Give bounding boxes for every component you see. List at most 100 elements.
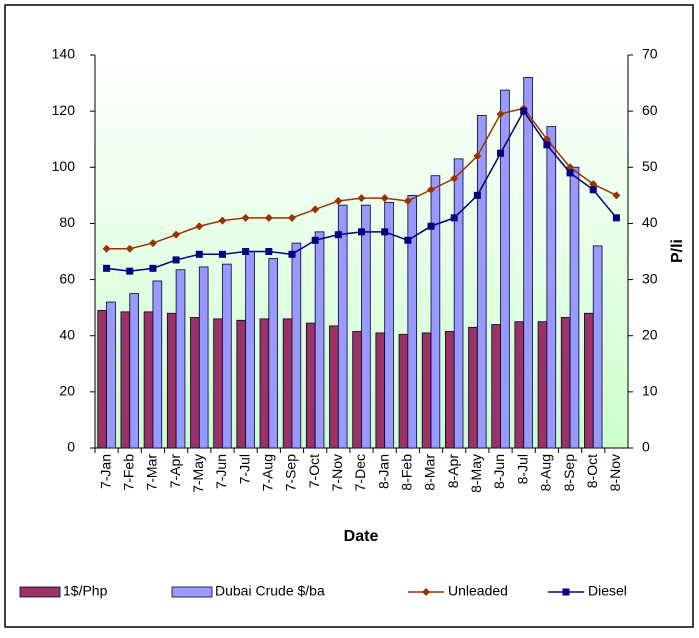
- legend-swatch: [171, 586, 213, 598]
- marker: [311, 205, 320, 214]
- x-tick-label: 7-Dec: [352, 454, 368, 491]
- y-tick-label: 120: [52, 102, 76, 118]
- legend-marker: [422, 588, 430, 596]
- bar: [166, 312, 177, 449]
- bar: [398, 333, 409, 449]
- marker: [195, 222, 204, 231]
- bar: [491, 324, 501, 449]
- marker: [195, 250, 203, 258]
- marker: [358, 228, 365, 236]
- x-tick-label: 7-Mar: [144, 454, 160, 491]
- legend-label: Unleaded: [448, 583, 508, 599]
- marker: [450, 214, 458, 222]
- y2-tick-label: 70: [642, 46, 658, 62]
- bar: [584, 312, 594, 449]
- x-tick-label: 7-Feb: [120, 454, 136, 491]
- bar: [546, 126, 557, 449]
- bar: [375, 332, 386, 449]
- marker: [241, 213, 250, 222]
- x-tick-label: 8-Oct: [584, 454, 600, 488]
- marker: [566, 169, 574, 177]
- marker: [126, 267, 134, 275]
- y-tick-label: 40: [59, 326, 75, 342]
- x-tick-label: 7-Jul: [236, 454, 252, 484]
- marker: [473, 152, 482, 161]
- x-tick-label: 8-May: [468, 454, 484, 493]
- x-tick-label: 8-Feb: [399, 454, 415, 491]
- x-tick-label: 7-Oct: [306, 454, 322, 488]
- y2-tick-label: 50: [642, 158, 658, 174]
- bar: [97, 310, 107, 449]
- bar: [291, 242, 302, 449]
- bar: [569, 166, 580, 449]
- x-tick-label: 7-May: [190, 454, 206, 493]
- y2-tick-label: 60: [642, 102, 658, 118]
- bar: [259, 318, 270, 449]
- bar: [190, 317, 200, 449]
- x-tick-label: 7-Jan: [97, 454, 113, 489]
- bar: [523, 77, 533, 449]
- x-tick-label: 8-Jun: [491, 454, 507, 489]
- y-tick-label: 80: [59, 214, 75, 230]
- bar: [384, 201, 394, 449]
- marker: [103, 264, 111, 272]
- x-tick-label: 8-Apr: [445, 454, 461, 489]
- marker: [125, 244, 134, 253]
- y2-tick-label: 30: [642, 270, 658, 286]
- bar: [476, 114, 487, 449]
- marker: [612, 191, 621, 200]
- bar: [106, 301, 116, 449]
- bar: [560, 317, 571, 449]
- bar: [329, 325, 339, 449]
- y-tick-label: 140: [52, 46, 76, 62]
- bar: [152, 280, 163, 449]
- marker: [404, 236, 412, 244]
- bar: [129, 293, 139, 449]
- x-tick-label: 8-Jul: [514, 454, 530, 484]
- x-tick-label: 8-Aug: [538, 454, 554, 491]
- marker: [218, 216, 227, 225]
- marker: [612, 214, 620, 222]
- marker: [566, 163, 575, 172]
- marker: [288, 250, 296, 258]
- bar: [213, 318, 223, 449]
- bar: [500, 89, 510, 449]
- bar: [468, 326, 478, 449]
- bar: [120, 311, 131, 449]
- marker: [473, 191, 481, 199]
- x-tick-label: 7-Nov: [329, 454, 345, 491]
- bar: [245, 251, 255, 449]
- marker: [264, 213, 273, 222]
- marker: [242, 248, 250, 255]
- x-axis-title: Date: [344, 528, 379, 545]
- y2-tick-label: 0: [642, 439, 650, 455]
- bar: [537, 321, 548, 449]
- legend-marker: [562, 588, 570, 596]
- marker: [311, 236, 319, 244]
- y-tick-label: 60: [59, 270, 75, 286]
- bar: [453, 158, 464, 449]
- x-tick-label: 8-Jan: [375, 454, 391, 489]
- bar: [592, 245, 603, 449]
- marker: [172, 230, 181, 239]
- marker: [357, 194, 366, 203]
- marker: [102, 244, 111, 253]
- bar: [444, 331, 455, 449]
- y-tick-label: 20: [59, 383, 75, 399]
- marker: [334, 196, 343, 205]
- marker: [265, 248, 273, 255]
- bar: [236, 319, 247, 449]
- x-tick-label: 7-Apr: [167, 454, 183, 489]
- y-tick-label: 100: [52, 158, 76, 174]
- marker: [380, 194, 389, 203]
- x-tick-label: 8-Mar: [422, 454, 438, 491]
- bar: [337, 204, 348, 449]
- bar: [314, 231, 325, 449]
- marker: [497, 149, 505, 157]
- marker: [589, 180, 598, 189]
- y2-tick-label: 40: [642, 214, 658, 230]
- x-tick-label: 8-Sep: [561, 454, 577, 492]
- bar: [407, 194, 418, 449]
- marker: [450, 174, 459, 183]
